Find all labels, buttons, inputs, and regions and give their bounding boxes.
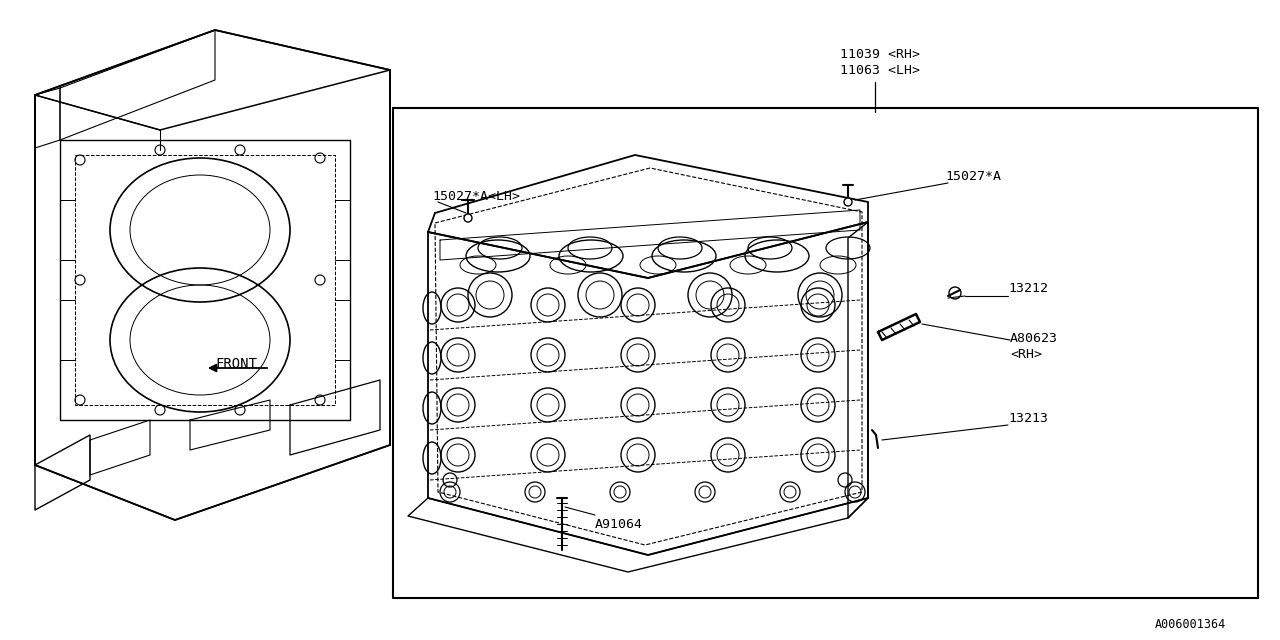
Text: 15027*A: 15027*A — [945, 170, 1001, 183]
Text: A91064: A91064 — [595, 518, 643, 531]
Text: 15027*A<LH>: 15027*A<LH> — [433, 190, 520, 203]
Text: A006001364: A006001364 — [1155, 618, 1226, 631]
Text: 13213: 13213 — [1009, 412, 1048, 425]
Text: FRONT: FRONT — [215, 357, 257, 371]
Text: <RH>: <RH> — [1010, 348, 1042, 361]
Circle shape — [465, 214, 472, 222]
Text: 11063 <LH>: 11063 <LH> — [840, 64, 920, 77]
Text: 11039 <RH>: 11039 <RH> — [840, 48, 920, 61]
Text: 13212: 13212 — [1009, 282, 1048, 295]
Text: A80623: A80623 — [1010, 332, 1059, 345]
Circle shape — [844, 198, 852, 206]
